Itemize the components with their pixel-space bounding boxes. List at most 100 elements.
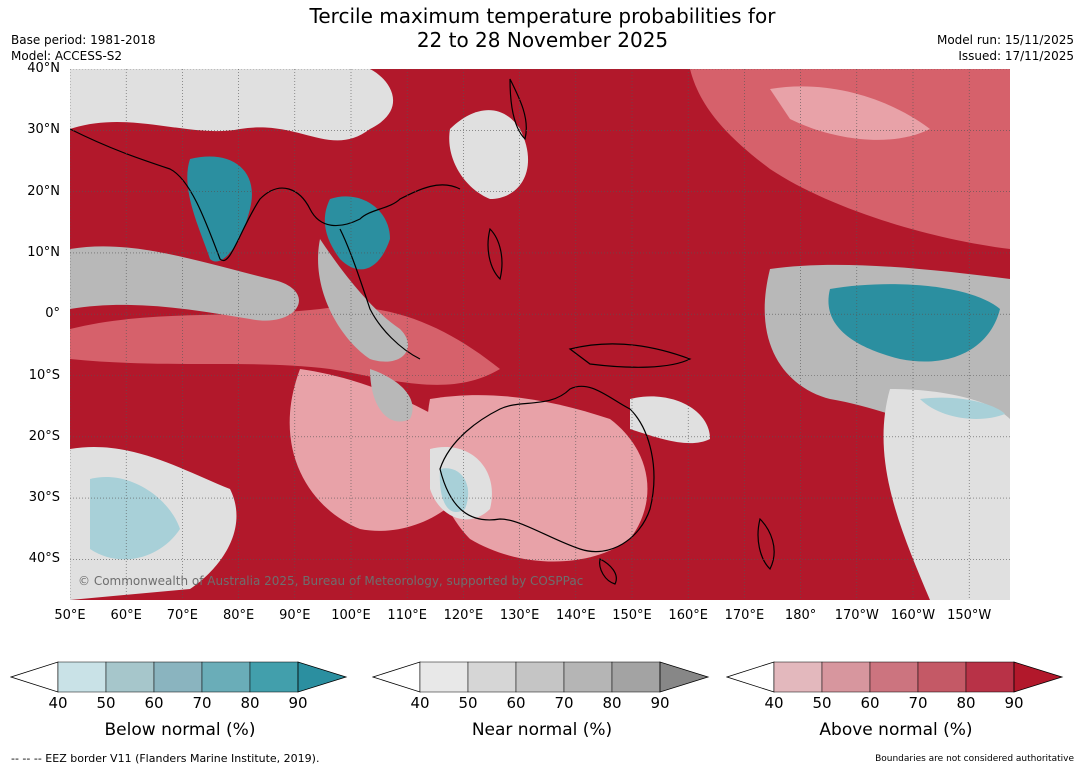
colorbar-max-arrow xyxy=(659,661,710,693)
lon-label: 170°W xyxy=(834,608,879,623)
lat-label: 40°S xyxy=(28,551,60,567)
legend-above-normal: 40 50 60 70 80 90 Above normal (%) xyxy=(726,660,1066,750)
lat-label: 40°N xyxy=(27,61,60,76)
graticule xyxy=(70,69,1010,600)
legend-title: Above normal (%) xyxy=(819,720,973,740)
region-near-southeastpacific xyxy=(883,389,1010,600)
base-period: Base period: 1981-2018 xyxy=(11,33,156,47)
region-above-northpacific xyxy=(690,69,1010,249)
lon-label: 50°E xyxy=(54,608,86,623)
legend-below-normal: 40 50 60 70 80 90 Below normal (%) xyxy=(10,660,350,750)
issued-date: Issued: 17/11/2025 xyxy=(958,49,1074,63)
region-below-india xyxy=(187,156,252,262)
title-line-2: 22 to 28 November 2025 xyxy=(416,28,669,52)
australia-coastline xyxy=(439,385,655,553)
colorbar-tick-label: 90 xyxy=(650,694,670,712)
lat-label: 20°S xyxy=(28,428,60,444)
colorbar-tick-label: 60 xyxy=(506,694,526,712)
lon-label: 160°E xyxy=(668,608,708,623)
copyright-notice: © Commonwealth of Australia 2025, Bureau… xyxy=(78,574,584,588)
colorbar-max-arrow xyxy=(297,661,348,693)
colorbar-tick-label: 80 xyxy=(602,694,622,712)
region-below-southeastpacific xyxy=(920,397,1005,419)
colorbar-tick-label: 70 xyxy=(554,694,574,712)
colorbar-min-arrow xyxy=(726,661,775,693)
colorbar-tick-label: 60 xyxy=(860,694,880,712)
footer-eez-note: -- -- -- EEZ border V11 (Flanders Marine… xyxy=(11,752,320,765)
colorbar-segment xyxy=(249,661,299,693)
lon-label: 150°W xyxy=(947,608,992,623)
title-line-1: Tercile maximum temperature probabilitie… xyxy=(309,4,776,28)
colorbar xyxy=(372,661,710,693)
colorbar-segment xyxy=(821,661,871,693)
colorbar-segment xyxy=(57,661,107,693)
region-below-westaustralia xyxy=(439,468,469,513)
colorbar-max-arrow xyxy=(1013,661,1064,693)
asia-coastline xyxy=(70,128,461,262)
lat-label: 10°S xyxy=(28,367,60,383)
region-above-northpacific-light xyxy=(770,86,930,140)
lon-label: 90°E xyxy=(279,608,311,623)
lon-label: 140°E xyxy=(556,608,596,623)
colorbar-tick-label: 70 xyxy=(908,694,928,712)
colorbar-segment xyxy=(965,661,1015,693)
model-name: Model: ACCESS-S2 xyxy=(11,49,123,63)
lat-label: 30°S xyxy=(28,490,60,506)
colorbar-segment xyxy=(869,661,919,693)
region-below-southwest xyxy=(90,477,180,560)
lon-label: 70°E xyxy=(166,608,199,623)
meta-left: Base period: 1981-2018 Model: ACCESS-S2 xyxy=(11,32,156,64)
map-canvas xyxy=(70,69,1010,600)
lat-label: 30°N xyxy=(27,122,60,138)
colorbar-segment xyxy=(515,661,565,693)
legend-title: Below normal (%) xyxy=(104,720,256,740)
model-run: Model run: 15/11/2025 xyxy=(936,33,1074,47)
lon-label: 130°E xyxy=(499,608,540,623)
colorbar-segment xyxy=(105,661,155,693)
lon-label: 60°E xyxy=(110,608,142,623)
lon-label: 160°W xyxy=(890,608,936,623)
colorbar-tick-label: 40 xyxy=(48,694,68,712)
colorbar-tick-label: 50 xyxy=(458,694,478,712)
colorbar-tick-label: 70 xyxy=(192,694,212,712)
colorbar-tick-label: 40 xyxy=(764,694,784,712)
footer-boundaries-note: Boundaries are not considered authoritat… xyxy=(875,754,1074,764)
tasmania-coastline xyxy=(599,558,617,585)
meta-right: Model run: 15/11/2025 Issued: 17/11/2025 xyxy=(937,32,1074,64)
colorbar-tick-label: 90 xyxy=(288,694,308,712)
lat-label: 10°N xyxy=(27,244,60,260)
probability-regions xyxy=(70,69,1010,600)
map-title: Tercile maximum temperature probabilitie… xyxy=(0,4,1085,52)
legend-title: Near normal (%) xyxy=(471,720,613,740)
colorbar-tick-label: 40 xyxy=(410,694,430,712)
malay-peninsula-coastline xyxy=(339,228,421,360)
colorbar-tick-label: 90 xyxy=(1004,694,1024,712)
lon-label: 170°E xyxy=(724,608,765,623)
colorbar-tick-label: 50 xyxy=(96,694,116,712)
lat-label: 20°N xyxy=(27,183,60,199)
newguinea-coastline xyxy=(568,343,692,368)
philippines-coastline xyxy=(487,227,503,281)
lon-label: 110°E xyxy=(387,608,427,623)
colorbar-segment xyxy=(467,661,517,693)
colorbar-min-arrow xyxy=(372,661,421,693)
colorbar-segment xyxy=(419,661,469,693)
forecast-map xyxy=(70,69,1010,600)
colorbar-min-arrow xyxy=(10,661,59,693)
colorbar-segment xyxy=(917,661,967,693)
coastlines xyxy=(70,78,775,585)
region-near-central xyxy=(370,369,413,422)
region-near-newguinea xyxy=(630,396,710,444)
lon-label: 80°E xyxy=(222,608,255,623)
lon-label: 100°E xyxy=(331,608,371,623)
colorbar-segment xyxy=(201,661,251,693)
colorbar-segment xyxy=(773,661,823,693)
legend-near-normal: 40 50 60 70 80 90 Near normal (%) xyxy=(372,660,712,750)
region-below-eastpacific xyxy=(828,284,1000,362)
colorbar xyxy=(10,661,348,693)
lon-label: 150°E xyxy=(612,608,652,623)
region-near-china xyxy=(449,110,529,199)
lon-label: 180° xyxy=(784,608,817,623)
colorbar-segment xyxy=(153,661,203,693)
colorbar xyxy=(726,661,1064,693)
